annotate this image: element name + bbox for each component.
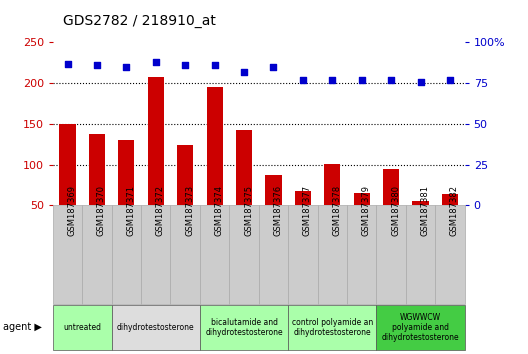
Text: agent ▶: agent ▶	[3, 322, 42, 332]
Bar	[171, 205, 200, 304]
Text: GSM187376: GSM187376	[274, 185, 282, 236]
Text: GSM187380: GSM187380	[391, 185, 400, 236]
Bar	[376, 306, 465, 349]
Point	[152, 59, 160, 65]
Bar	[354, 193, 370, 246]
Bar	[53, 306, 111, 349]
Text: untreated: untreated	[63, 323, 101, 332]
Bar	[266, 175, 281, 246]
Text: GSM187372: GSM187372	[156, 185, 165, 236]
Bar	[148, 78, 164, 246]
Text: GSM187370: GSM187370	[97, 185, 106, 236]
Bar	[89, 134, 105, 246]
Text: GSM187375: GSM187375	[244, 185, 253, 236]
Bar	[406, 205, 435, 304]
Bar	[177, 145, 193, 246]
Point	[63, 61, 72, 67]
Text: GSM187379: GSM187379	[362, 185, 371, 236]
Bar	[53, 205, 82, 304]
Text: GSM187374: GSM187374	[214, 185, 223, 236]
Bar	[383, 170, 399, 246]
Bar	[295, 191, 311, 246]
Point	[93, 62, 101, 68]
Point	[269, 64, 278, 70]
Bar	[82, 205, 111, 304]
Text: GSM187378: GSM187378	[332, 185, 341, 236]
Point	[328, 77, 336, 83]
Text: WGWWCW
polyamide and
dihydrotestosterone: WGWWCW polyamide and dihydrotestosterone	[382, 313, 459, 342]
Text: GSM187381: GSM187381	[420, 185, 429, 236]
Text: bicalutamide and
dihydrotestosterone: bicalutamide and dihydrotestosterone	[205, 318, 283, 337]
Text: control polyamide an
dihydrotestosterone: control polyamide an dihydrotestosterone	[291, 318, 373, 337]
Point	[210, 62, 219, 68]
Bar	[206, 87, 223, 246]
Bar	[111, 205, 141, 304]
Bar	[229, 205, 259, 304]
Bar	[60, 124, 76, 246]
Bar	[376, 205, 406, 304]
Bar	[347, 205, 376, 304]
Point	[446, 77, 454, 83]
Bar	[288, 306, 376, 349]
Point	[387, 77, 395, 83]
Bar	[259, 205, 288, 304]
Point	[357, 77, 366, 83]
Text: GSM187373: GSM187373	[185, 185, 194, 236]
Text: GSM187371: GSM187371	[126, 185, 135, 236]
Bar	[442, 194, 458, 246]
Bar	[141, 205, 171, 304]
Text: GSM187382: GSM187382	[450, 185, 459, 236]
Bar	[317, 205, 347, 304]
Text: GSM187369: GSM187369	[68, 185, 77, 236]
Point	[122, 64, 130, 70]
Bar	[288, 205, 317, 304]
Bar	[412, 201, 429, 246]
Bar	[236, 130, 252, 246]
Point	[181, 62, 190, 68]
Bar	[118, 140, 135, 246]
Bar	[200, 205, 229, 304]
Bar	[111, 306, 200, 349]
Bar	[200, 306, 288, 349]
Text: GDS2782 / 218910_at: GDS2782 / 218910_at	[63, 14, 216, 28]
Point	[416, 79, 425, 84]
Point	[240, 69, 248, 75]
Text: GSM187377: GSM187377	[303, 185, 312, 236]
Bar	[324, 164, 341, 246]
Bar	[435, 205, 465, 304]
Point	[299, 77, 307, 83]
Text: dihydrotestosterone: dihydrotestosterone	[117, 323, 195, 332]
